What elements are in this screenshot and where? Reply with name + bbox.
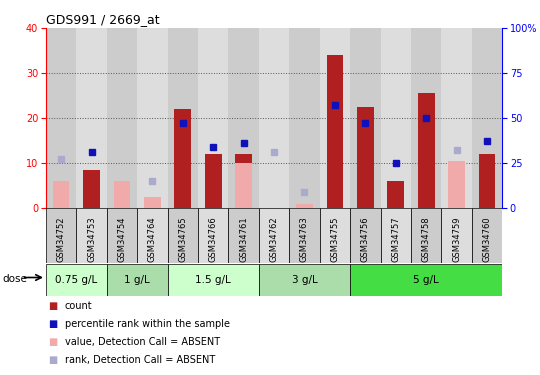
Bar: [235, 163, 252, 208]
Bar: [107, 28, 137, 208]
Text: GSM34754: GSM34754: [118, 216, 126, 262]
Bar: [448, 161, 465, 208]
Text: 0.75 g/L: 0.75 g/L: [55, 275, 97, 285]
Text: GSM34757: GSM34757: [391, 216, 400, 262]
Text: GSM34766: GSM34766: [208, 216, 218, 262]
Bar: [320, 28, 350, 208]
Bar: [46, 28, 76, 208]
Text: GSM34758: GSM34758: [422, 216, 431, 262]
Bar: [418, 93, 435, 208]
Bar: [144, 197, 161, 208]
Bar: [167, 208, 198, 262]
Bar: [107, 208, 137, 262]
Bar: [167, 264, 259, 296]
Bar: [381, 208, 411, 262]
Text: GSM34761: GSM34761: [239, 216, 248, 262]
Bar: [46, 264, 107, 296]
Bar: [259, 28, 289, 208]
Bar: [327, 55, 343, 208]
Bar: [320, 208, 350, 262]
Bar: [472, 208, 502, 262]
Bar: [350, 208, 381, 262]
Bar: [472, 28, 502, 208]
Bar: [350, 264, 502, 296]
Text: ■: ■: [49, 319, 58, 328]
Text: 1.5 g/L: 1.5 g/L: [195, 275, 231, 285]
Text: percentile rank within the sample: percentile rank within the sample: [65, 319, 230, 328]
Bar: [228, 28, 259, 208]
Bar: [259, 264, 350, 296]
Text: dose: dose: [3, 274, 28, 284]
Bar: [228, 208, 259, 262]
Bar: [53, 181, 70, 208]
Bar: [259, 208, 289, 262]
Text: value, Detection Call = ABSENT: value, Detection Call = ABSENT: [65, 337, 220, 346]
Bar: [441, 208, 472, 262]
Bar: [198, 28, 228, 208]
Text: ■: ■: [49, 337, 58, 346]
Text: GSM34760: GSM34760: [483, 216, 491, 262]
Bar: [235, 154, 252, 208]
Bar: [137, 28, 167, 208]
Text: ■: ■: [49, 355, 58, 364]
Text: GSM34762: GSM34762: [269, 216, 279, 262]
Bar: [387, 181, 404, 208]
Text: GSM34763: GSM34763: [300, 216, 309, 262]
Text: 5 g/L: 5 g/L: [413, 275, 439, 285]
Text: 3 g/L: 3 g/L: [292, 275, 318, 285]
Text: GSM34753: GSM34753: [87, 216, 96, 262]
Bar: [76, 208, 107, 262]
Text: GSM34752: GSM34752: [57, 216, 66, 262]
Bar: [107, 264, 167, 296]
Bar: [441, 28, 472, 208]
Text: GSM34756: GSM34756: [361, 216, 370, 262]
Bar: [411, 28, 441, 208]
Text: 1 g/L: 1 g/L: [124, 275, 150, 285]
Bar: [478, 154, 495, 208]
Bar: [83, 170, 100, 208]
Bar: [296, 204, 313, 208]
Bar: [167, 28, 198, 208]
Text: GSM34755: GSM34755: [330, 216, 339, 262]
Text: GDS991 / 2669_at: GDS991 / 2669_at: [46, 13, 159, 26]
Bar: [350, 28, 381, 208]
Bar: [357, 107, 374, 208]
Text: ■: ■: [49, 301, 58, 310]
Bar: [113, 181, 130, 208]
Bar: [137, 208, 167, 262]
Bar: [205, 154, 221, 208]
Text: rank, Detection Call = ABSENT: rank, Detection Call = ABSENT: [65, 355, 215, 364]
Bar: [174, 109, 191, 208]
Bar: [198, 208, 228, 262]
Text: GSM34765: GSM34765: [178, 216, 187, 262]
Bar: [381, 28, 411, 208]
Bar: [289, 208, 320, 262]
Bar: [411, 208, 441, 262]
Bar: [289, 28, 320, 208]
Bar: [46, 208, 76, 262]
Text: GSM34764: GSM34764: [148, 216, 157, 262]
Text: GSM34759: GSM34759: [452, 216, 461, 262]
Text: count: count: [65, 301, 92, 310]
Bar: [76, 28, 107, 208]
